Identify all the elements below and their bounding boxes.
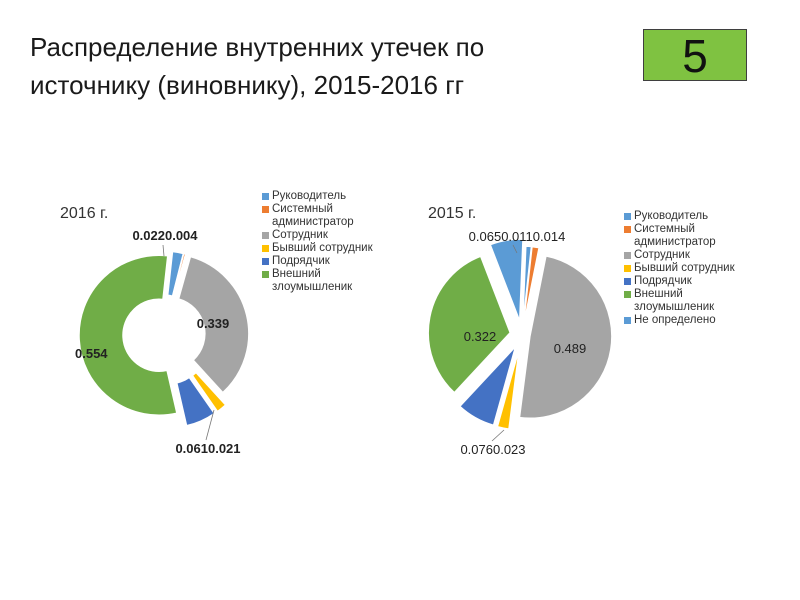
chart-2016-slice-3 (191, 371, 227, 413)
legend-2015-label: Не определено (634, 314, 716, 326)
chart-2015-slice-6 (489, 238, 524, 322)
chart-2015-slice-1 (522, 245, 541, 329)
legend-2016-swatch (262, 206, 269, 213)
legend-2016-label: Внешний злоумышленик (272, 268, 353, 293)
legend-2016-swatch (262, 193, 269, 200)
chart-2015-slice-4 (458, 345, 517, 427)
chart-2015-leader-line (491, 429, 505, 442)
legend-2016-swatch (262, 232, 269, 239)
legend-2015-label: Сотрудник (634, 249, 690, 261)
legend-2015-label: Руководитель (634, 210, 709, 222)
chart-2015-leader-line (512, 244, 518, 254)
legend-2015-swatch (624, 265, 631, 272)
chart-2016-slice-1 (171, 252, 187, 298)
chart-2016-title: 2016 г. (60, 205, 108, 222)
chart-2015-slice-5 (427, 255, 512, 394)
legend-2015-item: Подрядчик (624, 275, 764, 288)
legend-2015-label: Внешний злоумышленик (634, 288, 715, 313)
chart-2015-data-label: 0.0650.0110.014 (469, 229, 566, 244)
legend-2016-item: Подрядчик (262, 255, 374, 268)
legend-2016-label: Руководитель (272, 190, 347, 202)
chart-2016-data-label: 0.554 (75, 346, 108, 361)
chart-2016-slice-2 (177, 255, 250, 394)
legend-2016-label: Системный администратор (272, 203, 354, 228)
legend-2016-item: Системный администратор (262, 203, 374, 229)
legend-2015: Руководитель Системный администратор Сотру… (624, 210, 764, 327)
legend-2015-label: Системный администратор (634, 223, 716, 248)
legend-2016-item: Сотрудник (262, 229, 374, 242)
legend-2016-swatch (262, 245, 269, 252)
legend-2015-swatch (624, 317, 631, 324)
legend-2015-item: Внешний злоумышленик (624, 288, 764, 314)
legend-2016-item: Руководитель (262, 190, 374, 203)
legend-2015-label: Бывший сотрудник (634, 262, 735, 274)
legend-2015-item: Сотрудник (624, 249, 764, 262)
chart-2015-title: 2015 г. (428, 205, 476, 222)
chart-2016-data-label: 0.0220.004 (132, 228, 198, 243)
legend-2015-swatch (624, 252, 631, 259)
chart-2015-slice-3 (496, 347, 521, 430)
legend-2016-label: Бывший сотрудник (272, 242, 373, 254)
legend-2015-item: Бывший сотрудник (624, 262, 764, 275)
legend-2016-swatch (262, 271, 269, 278)
chart-2015-data-label: 0.322 (464, 329, 497, 344)
chart-2016-data-label: 0.0610.021 (175, 441, 240, 456)
legend-2016-item: Внешний злоумышленик (262, 268, 374, 294)
chart-2015-data-label: 0.489 (554, 341, 587, 356)
legend-2016: Руководитель Системный администратор Сотру… (262, 190, 374, 294)
legend-2016-label: Подрядчик (272, 255, 330, 267)
chart-2016-slice-5 (78, 254, 178, 416)
slide-number-badge: 5 (643, 29, 747, 82)
legend-2016-label: Сотрудник (272, 229, 328, 241)
legend-2015-swatch (624, 226, 631, 233)
legend-2015-label: Подрядчик (634, 275, 692, 287)
legend-2016-swatch (262, 258, 269, 265)
legend-2016-item: Бывший сотрудник (262, 242, 374, 255)
legend-2015-swatch (624, 291, 631, 298)
slide-title: Распределение внутренних утечек по источ… (30, 32, 485, 100)
chart-2015-data-label: 0.0760.023 (460, 442, 525, 457)
chart-2016-data-label: 0.339 (197, 316, 230, 331)
legend-2015-item: Системный администратор (624, 223, 764, 249)
chart-2016-slice-4 (175, 376, 216, 427)
chart-2015-slice-2 (518, 254, 613, 419)
legend-2015-swatch (624, 278, 631, 285)
legend-2015-item: Не определено (624, 314, 764, 327)
legend-2015-swatch (624, 213, 631, 220)
chart-2016-leader-line (205, 409, 215, 441)
legend-2015-item: Руководитель (624, 210, 764, 223)
chart-2016-leader-line (162, 244, 165, 257)
